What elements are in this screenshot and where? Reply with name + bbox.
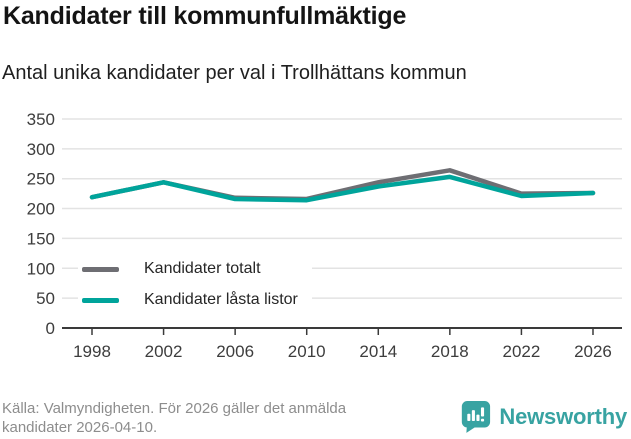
speech-bubble-shape xyxy=(462,401,491,433)
series-line-1 xyxy=(89,174,596,203)
y-tick-label: 50 xyxy=(36,289,55,308)
newsworthy-wordmark: Newsworthy xyxy=(499,403,627,429)
chart-area: 0 50 100 150 200 250 300 350 1998 2002 2006 2010 201… xyxy=(0,105,631,375)
y-tick-label: 350 xyxy=(27,110,55,129)
y-tick-label: 200 xyxy=(27,200,55,219)
x-tick-label: 2002 xyxy=(145,342,183,361)
y-tick-label: 300 xyxy=(27,140,55,159)
x-tick-label: 2010 xyxy=(288,342,326,361)
newsworthy-bubble-chart-icon xyxy=(462,401,491,433)
legend-item-1: Kandidater låsta listor xyxy=(78,289,312,311)
x-tick-label: 2026 xyxy=(574,342,612,361)
chart-subtitle: Antal unika kandidater per val i Trollhä… xyxy=(2,62,467,84)
line-chart: 0 50 100 150 200 250 300 350 1998 2002 2006 2010 201… xyxy=(27,110,622,361)
source-note: Källa: Valmyndigheten. För 2026 gäller d… xyxy=(2,400,347,436)
x-tick-label: 2006 xyxy=(216,342,254,361)
y-tick-label: 250 xyxy=(27,170,55,189)
chart-title: Kandidater till kommunfullmäktige xyxy=(3,2,407,30)
legend-item-0: Kandidater totalt xyxy=(78,258,312,280)
bar-chart-glyph xyxy=(467,407,485,422)
legend-swatch xyxy=(82,297,119,303)
y-tick-label: 150 xyxy=(27,229,55,248)
x-tick-label: 2014 xyxy=(359,342,397,361)
legend-label: Kandidater låsta listor xyxy=(144,291,298,308)
x-tick-label: 2022 xyxy=(503,342,541,361)
y-tick-label: 0 xyxy=(46,319,55,338)
x-tick-label: 1998 xyxy=(73,342,111,361)
legend-swatch xyxy=(82,266,119,272)
legend-label: Kandidater totalt xyxy=(144,260,261,277)
newsworthy-logo[interactable]: Newsworthy xyxy=(460,400,627,433)
chart-legend: Kandidater totalt Kandidater låsta listor xyxy=(78,258,312,311)
x-tick-label: 2018 xyxy=(431,342,469,361)
y-tick-label: 100 xyxy=(27,259,55,278)
